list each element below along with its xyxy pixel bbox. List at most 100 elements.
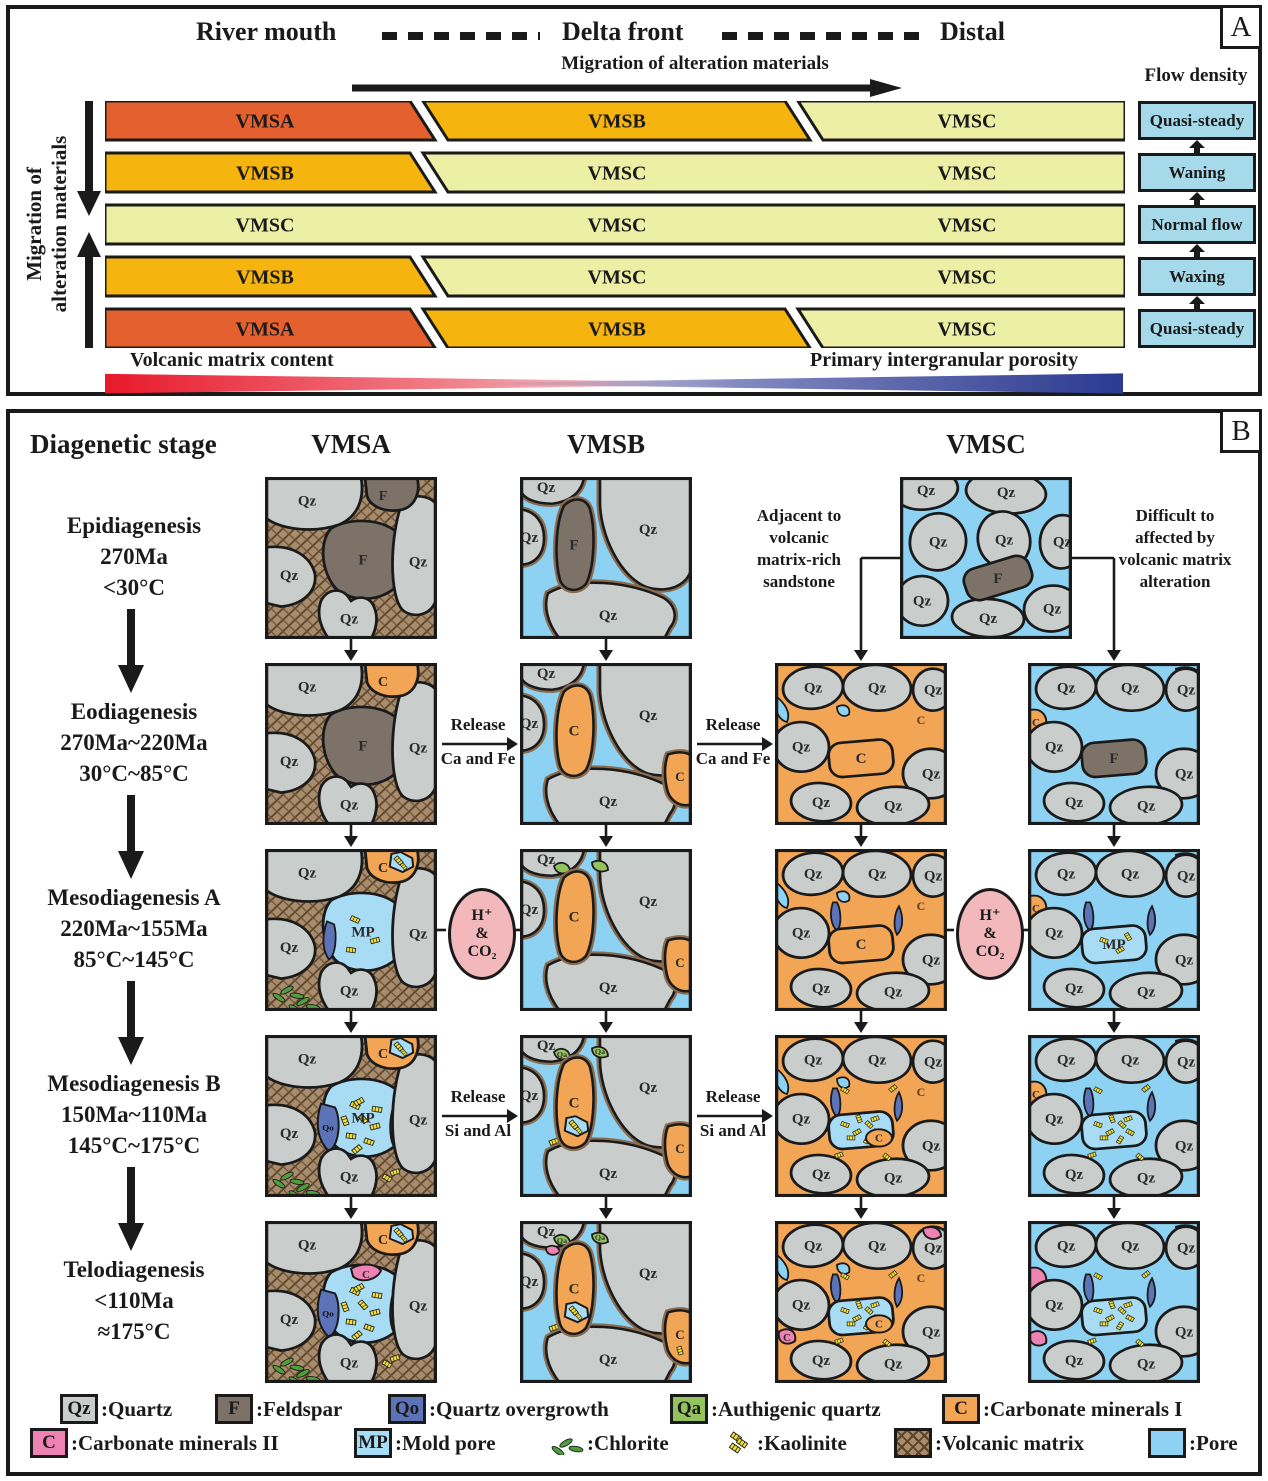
svg-text:VMSC: VMSC <box>938 319 997 341</box>
facies-band <box>105 203 1125 246</box>
flow-box-quasi-steady: Quasi-steady <box>1138 309 1256 348</box>
svg-text:Qz: Qz <box>520 716 539 732</box>
cell-eo-vmsa: F Qz Qz Qz Qz C <box>265 663 437 825</box>
svg-text:C: C <box>378 860 388 875</box>
svg-text:Qz: Qz <box>997 485 1016 501</box>
svg-text:Qz: Qz <box>924 1241 943 1257</box>
cell-epi-vmsa: F Qz Qz Qz Qz F <box>265 477 437 639</box>
svg-text:Qz: Qz <box>409 741 428 757</box>
svg-text:C: C <box>856 937 867 953</box>
legend-item-pore: :Pore <box>1148 1427 1238 1459</box>
svg-text:Qz: Qz <box>868 681 887 697</box>
svg-text:Qz: Qz <box>298 1238 317 1254</box>
swatch-authigenic-quartz: Qa <box>670 1394 708 1424</box>
volcanic-matrix-content-label: Volcanic matrix content <box>130 349 334 371</box>
label-river-mouth: River mouth <box>196 17 337 46</box>
svg-text:Qz: Qz <box>1057 867 1076 883</box>
release-ca-fe-top: Release <box>450 715 506 734</box>
release-ca-fe-bottom: Ca and Fe <box>440 749 516 768</box>
migration-right-arrow <box>352 79 902 97</box>
svg-text:Qz: Qz <box>792 740 811 756</box>
svg-text:VMSC: VMSC <box>938 215 997 237</box>
legend-item-kaolinite: :Kaolinite <box>726 1427 847 1459</box>
svg-text:Qz: Qz <box>537 853 556 869</box>
svg-text:C: C <box>675 770 684 784</box>
svg-text:Qz: Qz <box>868 1053 887 1069</box>
svg-text:Qz: Qz <box>1045 926 1064 942</box>
svg-text:Qz: Qz <box>922 953 941 969</box>
facies-band <box>421 101 813 142</box>
svg-text:Qz: Qz <box>792 1298 811 1314</box>
svg-text:C: C <box>1032 717 1040 729</box>
dash-separator <box>722 32 924 40</box>
svg-text:Qz: Qz <box>1177 683 1196 699</box>
legend-item-carbonate-minerals-2: C:Carbonate minerals II <box>30 1427 279 1459</box>
cell-eo-vmsc-l: Qz Qz Qz Qz Qz Qz Qz C C <box>775 663 947 825</box>
svg-text:F: F <box>358 739 367 755</box>
svg-text:Qz: Qz <box>298 866 317 882</box>
svg-text:Qz: Qz <box>804 1239 823 1255</box>
svg-text:C: C <box>917 900 926 913</box>
column-header-vmsb: VMSB <box>566 429 645 459</box>
svg-text:Qz: Qz <box>924 1055 943 1071</box>
legend-item-volcanic-matrix: :Volcanic matrix <box>894 1427 1084 1459</box>
svg-text:Qz: Qz <box>812 795 831 811</box>
stage-eodiagenesis: Eodiagenesis 270Ma~220Ma 30°C~85°C <box>60 699 208 786</box>
svg-text:Qz: Qz <box>1043 602 1062 618</box>
cell-telo-vmsa: CQoQoQzQzQzQzC <box>265 1221 437 1383</box>
svg-text:Qz: Qz <box>599 608 618 624</box>
svg-text:Qz: Qz <box>409 1113 428 1129</box>
svg-text:F: F <box>1109 751 1118 767</box>
legend-item-quartz: Qz:Quartz <box>60 1393 172 1425</box>
svg-text:Qz: Qz <box>280 940 299 956</box>
svg-text:Qz: Qz <box>884 1171 903 1187</box>
svg-text:C: C <box>917 1272 926 1285</box>
band-row: VMSC VMSC VMSC <box>105 203 1125 246</box>
svg-text:C: C <box>378 674 388 689</box>
facies-band <box>420 307 812 348</box>
svg-text:Qz: Qz <box>537 1039 556 1055</box>
legend-item-authigenic-quartz: Qa:Authigenic quartz <box>670 1393 881 1425</box>
svg-text:VMSC: VMSC <box>938 267 997 289</box>
svg-text:Qz: Qz <box>409 1299 428 1315</box>
svg-text:C: C <box>1032 1089 1040 1101</box>
stage-down-arrow <box>118 609 144 693</box>
stage-mesodiagenesis-b: Mesodiagenesis B 150Ma~110Ma 145°C~175°C <box>47 1071 221 1158</box>
svg-text:Qz: Qz <box>298 680 317 696</box>
svg-text:Qz: Qz <box>804 1053 823 1069</box>
svg-text:Qz: Qz <box>812 1167 831 1183</box>
cell-epi-vmsc: Qz Qz Qz Qz Qz Qz Qz Qz F <box>900 477 1072 639</box>
svg-text:Qz: Qz <box>1137 1171 1156 1187</box>
svg-text:Qz: Qz <box>924 869 943 885</box>
svg-text:C: C <box>917 714 926 727</box>
svg-text:Qz: Qz <box>868 867 887 883</box>
svg-text:Qz: Qz <box>1177 869 1196 885</box>
flow-box-normal-flow: Normal flow <box>1138 205 1256 244</box>
svg-text:Qa: Qa <box>595 1047 605 1056</box>
facies-band <box>105 307 437 348</box>
svg-text:Qz: Qz <box>1175 953 1194 969</box>
svg-text:Qz: Qz <box>995 533 1014 549</box>
svg-text:Qa: Qa <box>557 1236 567 1245</box>
swatch-quartz-overgrowth: Qo <box>388 1394 426 1424</box>
dash-separator <box>382 32 540 40</box>
svg-text:Qz: Qz <box>884 799 903 815</box>
svg-text:Qz: Qz <box>1137 1357 1156 1373</box>
svg-text:Qz: Qz <box>884 985 903 1001</box>
svg-text:C: C <box>378 1046 388 1061</box>
svg-text:Qz: Qz <box>409 927 428 943</box>
svg-text:Qa: Qa <box>557 1050 567 1059</box>
stage-epidiagenesis: Epidiagenesis 270Ma <30°C <box>66 513 202 600</box>
facies-band <box>420 255 1125 298</box>
svg-text:Qz: Qz <box>929 535 948 551</box>
svg-text:Qz: Qz <box>409 555 428 571</box>
svg-text:Qz: Qz <box>340 984 359 1000</box>
svg-text:Qz: Qz <box>1065 1167 1084 1183</box>
legend-item-carbonate-minerals-1: C:Carbonate minerals I <box>942 1393 1182 1425</box>
stage-mesodiagenesis-a: Mesodiagenesis A 220Ma~155Ma 85°C~145°C <box>47 885 221 972</box>
svg-text:Qz: Qz <box>1121 1053 1140 1069</box>
svg-text:Qz: Qz <box>298 494 317 510</box>
svg-text:Qz: Qz <box>922 1139 941 1155</box>
